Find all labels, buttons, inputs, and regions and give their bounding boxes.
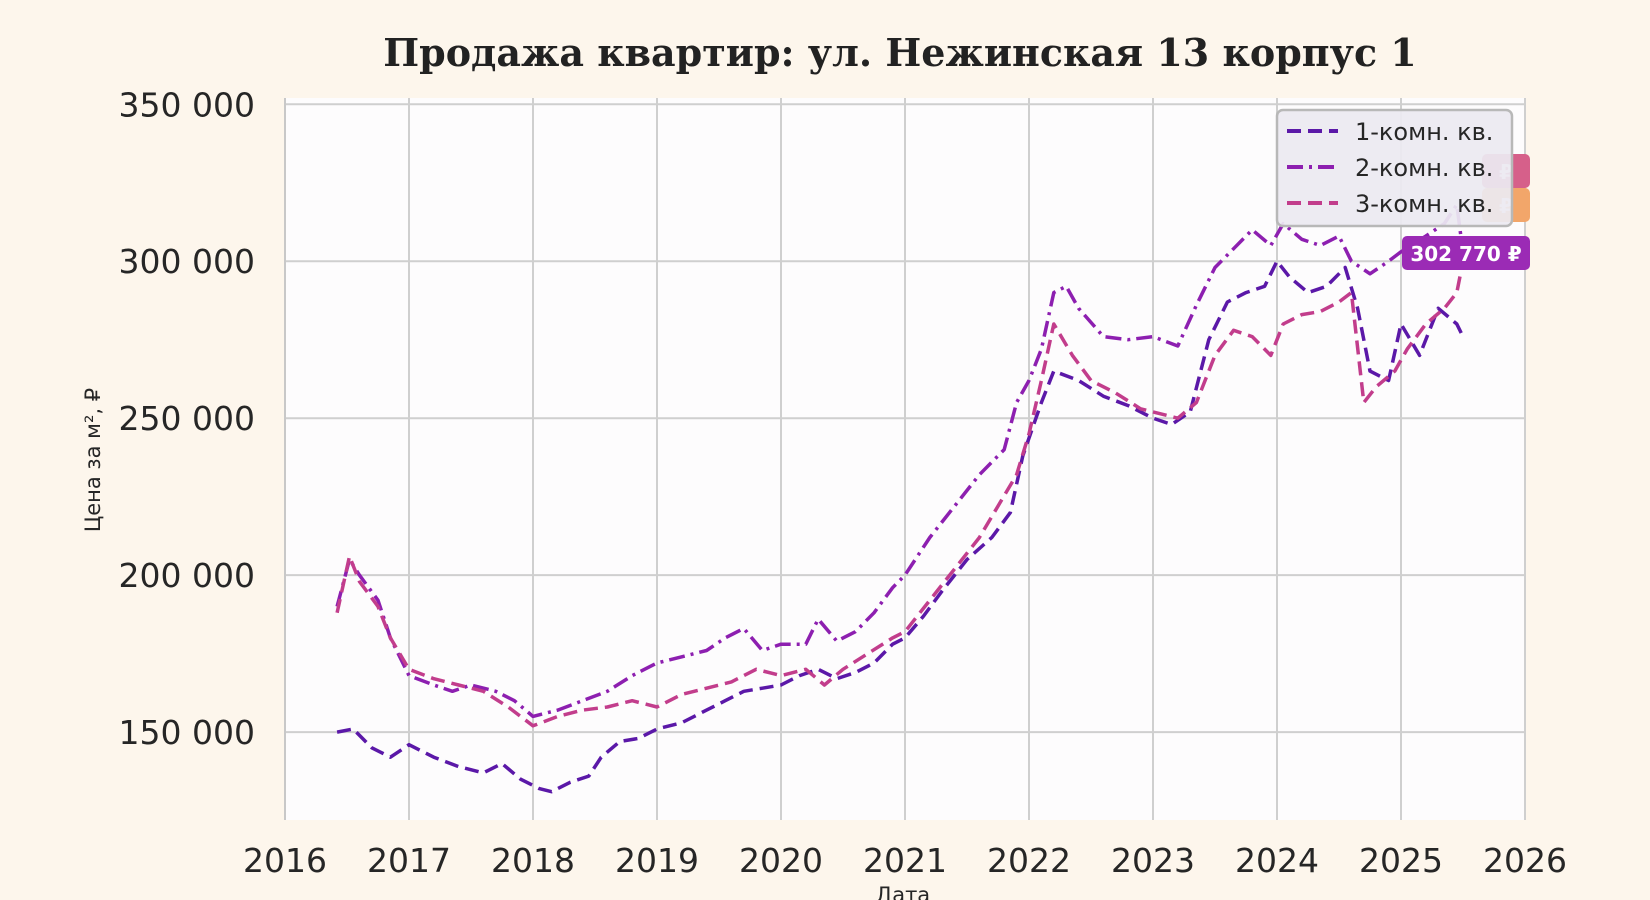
- series-line-1: [336, 259, 1465, 794]
- chart-title: Продажа квартир: ул. Нежинская 13 корпус…: [383, 30, 1417, 75]
- series-layer: [335, 202, 1465, 794]
- y-tick-label: 200 000: [119, 556, 255, 595]
- x-tick-label: 2017: [367, 841, 451, 880]
- x-tick-label: 2018: [491, 841, 575, 880]
- x-tick-label: 2026: [1483, 841, 1567, 880]
- y-tick-labels: 150 000 200 000 250 000 300 000 350 000: [119, 85, 255, 752]
- x-tick-label: 2021: [863, 841, 947, 880]
- value-badge: [1402, 236, 1530, 270]
- legend-box: [1275, 108, 1514, 228]
- x-tick-label: 2024: [1235, 841, 1319, 880]
- x-tick-label: 2016: [243, 841, 327, 880]
- y-tick-label: 300 000: [119, 242, 255, 281]
- x-axis-label: Дата: [876, 883, 930, 900]
- y-tick-label: 250 000: [119, 399, 255, 438]
- series-line-3: [335, 260, 1465, 728]
- series-line-2: [335, 202, 1465, 719]
- y-tick-label: 150 000: [119, 713, 255, 752]
- legend: 1-комн. кв. 2-комн. кв. 3-комн. кв.: [1275, 108, 1514, 228]
- legend-label: 2-комн. кв.: [1355, 154, 1493, 182]
- x-tick-label: 2022: [987, 841, 1071, 880]
- legend-label: 3-комн. кв.: [1355, 190, 1493, 218]
- x-tick-label: 2020: [739, 841, 823, 880]
- x-tick-label: 2019: [615, 841, 699, 880]
- x-tick-labels: 2016 2017 2018 2019 2020 2021 2022 2023 2024 2025…: [243, 841, 1567, 880]
- value-badge-label: 302 770 ₽: [1410, 242, 1521, 266]
- y-tick-label: 350 000: [119, 85, 255, 124]
- legend-label: 1-комн. кв.: [1355, 118, 1493, 146]
- y-axis-label: Цена за м², ₽: [81, 388, 105, 532]
- y-gridlines: [285, 103, 1525, 734]
- x-tick-label: 2023: [1111, 841, 1195, 880]
- x-tick-label: 2025: [1359, 841, 1443, 880]
